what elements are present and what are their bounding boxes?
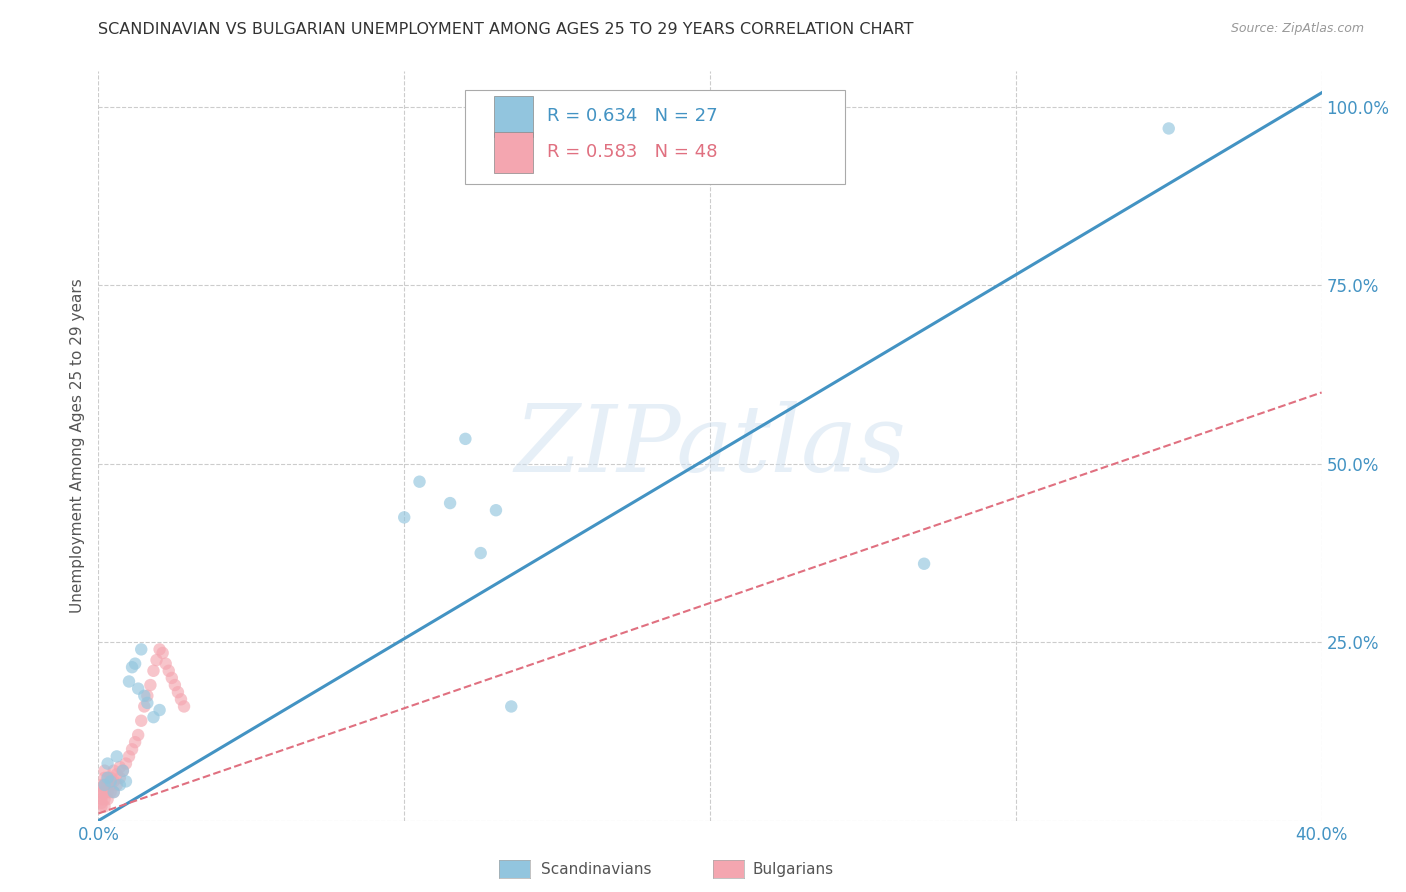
Text: R = 0.634   N = 27: R = 0.634 N = 27 bbox=[547, 107, 718, 125]
Y-axis label: Unemployment Among Ages 25 to 29 years: Unemployment Among Ages 25 to 29 years bbox=[70, 278, 86, 614]
Point bbox=[90, 796, 112, 810]
Point bbox=[129, 642, 152, 657]
Point bbox=[97, 778, 120, 792]
Point bbox=[155, 657, 177, 671]
Point bbox=[108, 778, 131, 792]
Point bbox=[97, 792, 120, 806]
Point bbox=[100, 785, 122, 799]
Point bbox=[134, 699, 156, 714]
Point bbox=[97, 771, 120, 785]
Point bbox=[127, 681, 149, 696]
Point bbox=[145, 653, 167, 667]
Point bbox=[111, 764, 134, 778]
Text: Source: ZipAtlas.com: Source: ZipAtlas.com bbox=[1230, 22, 1364, 36]
Text: SCANDINAVIAN VS BULGARIAN UNEMPLOYMENT AMONG AGES 25 TO 29 YEARS CORRELATION CHA: SCANDINAVIAN VS BULGARIAN UNEMPLOYMENT A… bbox=[98, 22, 914, 37]
Point bbox=[439, 496, 461, 510]
Point bbox=[454, 432, 477, 446]
Point bbox=[115, 756, 138, 771]
Point bbox=[93, 764, 115, 778]
Point bbox=[127, 728, 149, 742]
Point bbox=[90, 792, 112, 806]
Point bbox=[124, 735, 146, 749]
Point bbox=[501, 699, 523, 714]
Point bbox=[103, 785, 125, 799]
Point bbox=[173, 699, 195, 714]
Point bbox=[485, 503, 508, 517]
Point bbox=[100, 778, 122, 792]
Point bbox=[105, 778, 128, 792]
Point bbox=[170, 692, 193, 706]
Point bbox=[115, 774, 138, 789]
Point bbox=[93, 778, 115, 792]
Point bbox=[100, 771, 122, 785]
Point bbox=[121, 742, 143, 756]
Point bbox=[97, 756, 120, 771]
Point bbox=[134, 689, 156, 703]
Text: Bulgarians: Bulgarians bbox=[752, 863, 834, 877]
Point bbox=[103, 774, 125, 789]
Point bbox=[90, 799, 112, 814]
Point bbox=[93, 785, 115, 799]
Point bbox=[118, 749, 141, 764]
Point bbox=[129, 714, 152, 728]
Point bbox=[157, 664, 180, 678]
Point bbox=[93, 792, 115, 806]
FancyBboxPatch shape bbox=[465, 90, 845, 184]
FancyBboxPatch shape bbox=[494, 95, 533, 137]
Point bbox=[90, 781, 112, 796]
Text: Scandinavians: Scandinavians bbox=[541, 863, 652, 877]
Point bbox=[93, 799, 115, 814]
Point bbox=[108, 771, 131, 785]
Point bbox=[103, 785, 125, 799]
Point bbox=[149, 642, 172, 657]
Point bbox=[142, 710, 165, 724]
Point bbox=[167, 685, 190, 699]
Point bbox=[149, 703, 172, 717]
Point bbox=[90, 778, 112, 792]
Point bbox=[105, 749, 128, 764]
Point bbox=[90, 785, 112, 799]
Point bbox=[142, 664, 165, 678]
Point bbox=[470, 546, 492, 560]
Point bbox=[912, 557, 935, 571]
Point bbox=[160, 671, 183, 685]
Text: ZIPatlas: ZIPatlas bbox=[515, 401, 905, 491]
Point bbox=[118, 674, 141, 689]
Point bbox=[1157, 121, 1180, 136]
Point bbox=[121, 660, 143, 674]
Point bbox=[136, 689, 159, 703]
Point bbox=[105, 767, 128, 781]
Point bbox=[408, 475, 430, 489]
Point bbox=[111, 764, 134, 778]
Point bbox=[97, 771, 120, 785]
Point bbox=[103, 764, 125, 778]
Point bbox=[136, 696, 159, 710]
Text: R = 0.583   N = 48: R = 0.583 N = 48 bbox=[547, 144, 718, 161]
FancyBboxPatch shape bbox=[494, 132, 533, 173]
Point bbox=[163, 678, 186, 692]
Point bbox=[108, 760, 131, 774]
Point bbox=[93, 771, 115, 785]
Point bbox=[392, 510, 416, 524]
Point bbox=[139, 678, 162, 692]
Point bbox=[100, 774, 122, 789]
Point bbox=[93, 778, 115, 792]
Point bbox=[97, 785, 120, 799]
Point bbox=[124, 657, 146, 671]
Point bbox=[152, 646, 174, 660]
Point bbox=[90, 789, 112, 803]
